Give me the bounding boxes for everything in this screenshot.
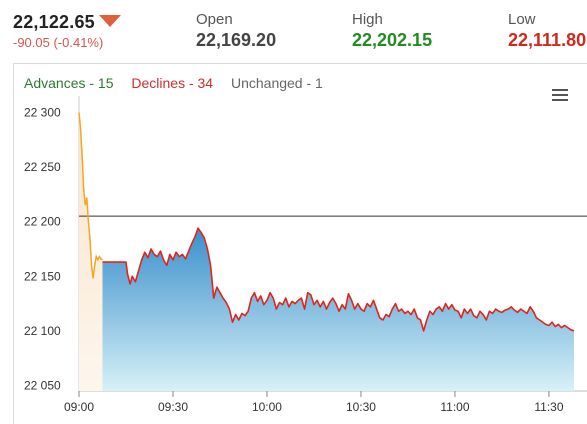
last-price: 22,122.65 xyxy=(13,12,95,32)
y-axis-ticks: 22 050 22 100 22 150 22 200 22 250 22 300 xyxy=(24,105,61,392)
x-tick-label: 10:30 xyxy=(346,400,376,414)
chart-panel: Advances - 15 Declines - 34 Unchanged - … xyxy=(13,63,587,424)
y-tick-label: 22 150 xyxy=(24,269,61,283)
price-change: -90.05 (-0.41%) xyxy=(13,35,104,50)
open-value: 22,169.20 xyxy=(196,30,277,50)
pre-open-line xyxy=(78,112,103,279)
unchanged-label: Unchanged - 1 xyxy=(230,75,323,91)
advances-label: Advances - 15 xyxy=(24,75,114,91)
x-tick-label: 10:00 xyxy=(252,400,282,414)
high-label: High xyxy=(352,11,383,28)
x-tick-label: 09:30 xyxy=(158,400,188,414)
low-stat: Low 22,111.80 xyxy=(508,11,586,51)
y-tick-label: 22 300 xyxy=(24,105,61,119)
price-line xyxy=(102,227,575,332)
declines-label: Declines - 34 xyxy=(131,75,214,91)
open-label: Open xyxy=(196,11,233,28)
y-tick-label: 22 200 xyxy=(24,215,61,229)
low-value: 22,111.80 xyxy=(508,30,587,50)
x-tick-label: 09:00 xyxy=(64,400,94,414)
y-tick-label: 22 100 xyxy=(24,324,61,338)
y-tick-label: 22 250 xyxy=(24,160,61,174)
high-stat: High 22,202.15 xyxy=(352,11,432,51)
intraday-chart: 22 050 22 100 22 150 22 200 22 250 22 300 09:… xyxy=(24,96,587,414)
y-tick-label: 22 050 xyxy=(24,379,61,393)
x-tick-label: 11:30 xyxy=(534,400,563,414)
low-label: Low xyxy=(508,11,536,28)
hamburger-menu-icon[interactable] xyxy=(552,89,568,103)
x-axis-ticks: 09:00 09:30 10:00 10:30 11:00 11:30 xyxy=(64,391,564,414)
open-stat: Open 22,169.20 xyxy=(196,11,276,51)
triangle-down-icon xyxy=(99,15,121,27)
market-breadth-legend: Advances - 15 Declines - 34 Unchanged - … xyxy=(24,75,337,91)
x-tick-label: 11:00 xyxy=(440,400,469,414)
chart-lines xyxy=(78,112,575,332)
high-value: 22,202.15 xyxy=(352,30,433,50)
quote-header: 22,122.65 -90.05 (-0.41%) Open 22,169.20… xyxy=(0,0,587,60)
